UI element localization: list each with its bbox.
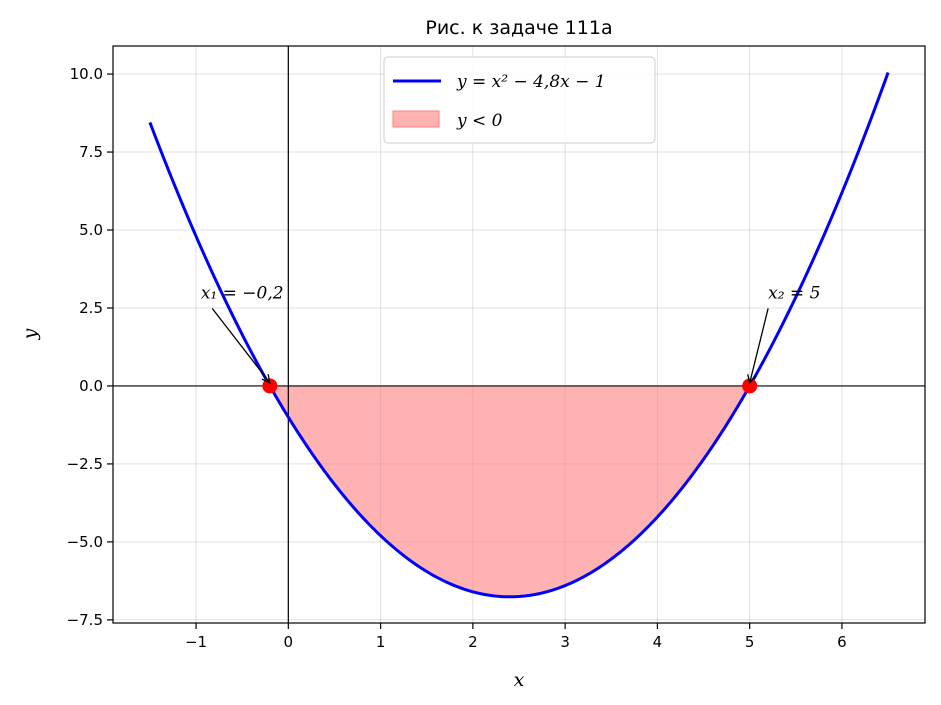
legend: y = x² − 4,8x − 1 y < 0 xyxy=(383,56,656,144)
legend-box xyxy=(383,56,656,144)
y-tick-label: 5.0 xyxy=(79,221,103,239)
y-tick-label: 0.0 xyxy=(79,377,103,395)
x-tick-label: −1 xyxy=(185,633,207,651)
root-annotation-label: x₁ = −0,2 xyxy=(201,283,284,303)
x-axis-label: x xyxy=(514,669,525,691)
y-tick-label: 2.5 xyxy=(79,299,103,317)
root-annotation-label: x₂ = 5 xyxy=(768,283,820,303)
x-tick-label: 3 xyxy=(560,633,570,651)
y-tick-label: −5.0 xyxy=(67,533,103,551)
chart-title: Рис. к задаче 111а xyxy=(425,17,612,39)
x-tick-label: 6 xyxy=(837,633,847,651)
root-point xyxy=(262,378,278,394)
x-tick-label: 2 xyxy=(468,633,478,651)
y-tick-label: 10.0 xyxy=(70,65,103,83)
y-tick-label: −7.5 xyxy=(67,611,103,629)
y-axis-label: y xyxy=(19,328,41,340)
y-tick-label: 7.5 xyxy=(79,143,103,161)
plot-frame xyxy=(112,45,926,624)
legend-label-curve: y = x² − 4,8x − 1 xyxy=(456,72,606,92)
legend-fill-swatch xyxy=(392,110,440,128)
x-tick-label: 0 xyxy=(284,633,294,651)
x-tick-label: 5 xyxy=(745,633,755,651)
x-tick-label: 4 xyxy=(653,633,663,651)
annotation-arrow xyxy=(211,307,270,383)
y-tick-label: −2.5 xyxy=(67,455,103,473)
x-tick-label: 1 xyxy=(376,633,386,651)
legend-label-fill: y < 0 xyxy=(456,111,503,131)
annotation-arrow xyxy=(750,308,769,383)
